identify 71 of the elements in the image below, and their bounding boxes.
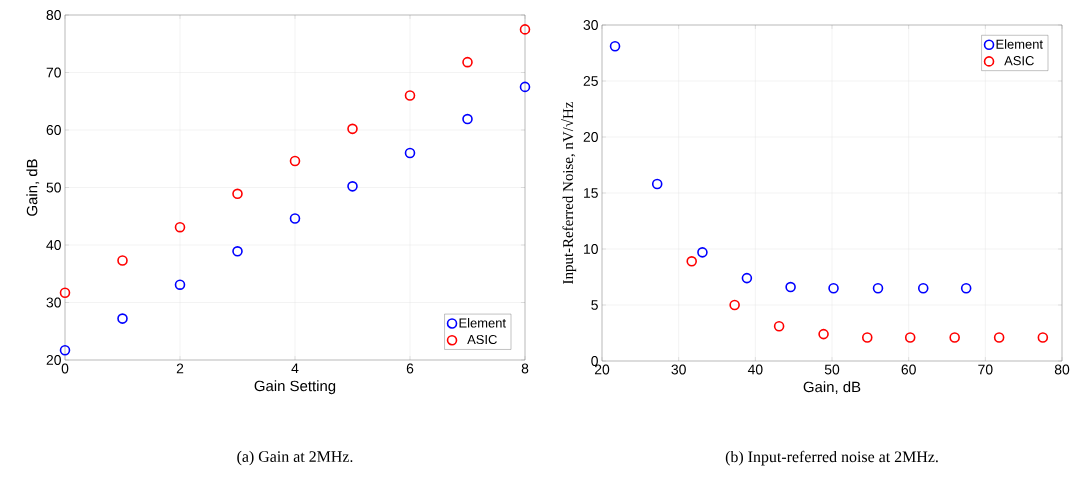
y-axis-title: Gain, dB — [26, 159, 40, 216]
point — [117, 255, 128, 266]
point — [174, 221, 186, 233]
y-tick-label: 40 — [46, 240, 61, 250]
x-tick-label: 80 — [1054, 364, 1070, 375]
x-tick-label: 2 — [176, 363, 184, 374]
point — [949, 332, 960, 343]
point — [697, 247, 708, 258]
y-tick-label: 20 — [46, 355, 61, 365]
legend-label: Element — [459, 318, 506, 328]
y-tick-label: 15 — [584, 188, 598, 198]
point — [872, 282, 884, 294]
legend-label: Element — [996, 39, 1043, 49]
y-tick-label: 50 — [46, 182, 61, 193]
point — [347, 123, 358, 135]
point — [741, 272, 753, 284]
point — [609, 41, 621, 52]
point — [232, 188, 243, 200]
point — [773, 321, 785, 332]
y-tick-label: 30 — [583, 20, 598, 30]
point — [818, 328, 829, 340]
point — [519, 81, 531, 93]
point — [347, 181, 358, 192]
point — [59, 287, 71, 299]
x-tick-label: 30 — [671, 364, 686, 375]
point — [828, 282, 839, 294]
point — [59, 344, 71, 356]
y-tick-label: 80 — [46, 10, 61, 20]
y-tick-label: 30 — [46, 297, 61, 308]
x-tick-label: 4 — [291, 363, 299, 374]
point — [904, 332, 916, 343]
point — [861, 332, 873, 343]
y-tick-label: 0 — [591, 356, 598, 366]
y-tick-label: 60 — [46, 125, 61, 135]
point — [462, 113, 473, 125]
point — [232, 246, 243, 257]
text: (a) Gain at 2MHz. — [237, 450, 353, 466]
x-tick-label: 60 — [901, 364, 916, 375]
point — [462, 56, 473, 68]
point — [917, 282, 929, 294]
point — [289, 213, 301, 224]
text: (b) Input-referred noise at 2MHz. — [725, 450, 938, 466]
legend-label: ASIC — [467, 334, 497, 345]
x-axis-title: Gain Setting — [254, 380, 336, 395]
point — [174, 279, 186, 290]
y-tick-label: 25 — [583, 76, 598, 86]
x-tick-label: 40 — [747, 364, 763, 375]
point — [404, 90, 416, 101]
point — [1037, 332, 1049, 343]
point — [519, 24, 531, 35]
point — [993, 332, 1005, 343]
y-tick-label: 5 — [591, 300, 598, 310]
x-tick-label: 6 — [406, 363, 414, 374]
y-tick-label: 10 — [584, 244, 598, 254]
point — [289, 155, 301, 167]
point — [729, 299, 740, 311]
point — [117, 313, 128, 324]
point — [686, 256, 697, 267]
point — [651, 178, 663, 190]
point — [960, 282, 972, 294]
y-tick-label: 70 — [46, 67, 61, 78]
point — [404, 147, 416, 159]
point — [785, 281, 796, 293]
y-tick-label: 20 — [583, 132, 598, 142]
x-tick-label: 8 — [521, 363, 529, 374]
x-tick-label: 0 — [61, 363, 69, 374]
legend-label: ASIC — [1004, 56, 1034, 66]
x-tick-label: 50 — [824, 364, 840, 375]
x-axis-title: Gain, dB — [803, 381, 861, 394]
y-axis-title: Input-Referred Noise, nV/√Hz — [561, 101, 577, 284]
x-tick-label: 70 — [978, 364, 993, 375]
